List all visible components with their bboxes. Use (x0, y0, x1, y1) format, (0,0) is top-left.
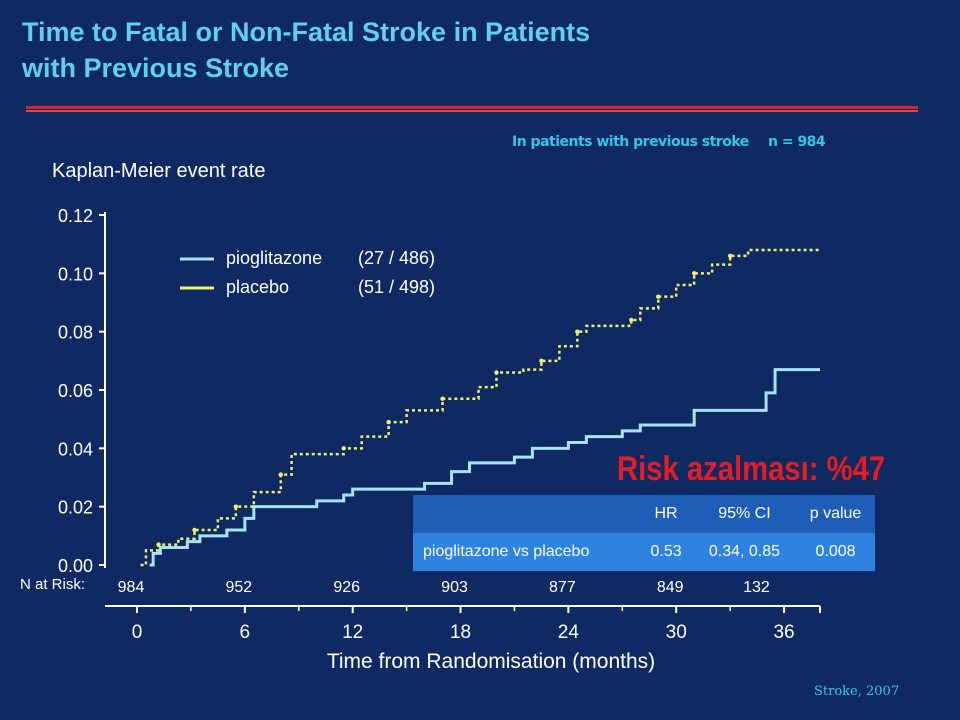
placebo-censor-mark (539, 358, 544, 364)
n-at-risk-value: 132 (743, 579, 770, 596)
x-axis-label: Time from Randomisation (months) (326, 650, 656, 673)
legend-label-pioglitazone: pioglitazone (226, 248, 322, 268)
placebo-censor-mark (440, 396, 445, 401)
y-axis-label: Kaplan-Meier event rate (52, 160, 266, 182)
n-at-risk-values: 984 952 926 903 877 849 132 (118, 579, 770, 596)
y-tick-label: 0.06 (58, 381, 93, 401)
n-at-risk-value: 903 (441, 579, 468, 596)
n-at-risk-label: N at Risk: (20, 576, 86, 593)
title-line-2: with Previous Stroke (22, 53, 290, 83)
placebo-line (140, 248, 820, 567)
placebo-censor-mark (192, 527, 197, 533)
hazard-ratio-table: HR 95% CI p value pioglitazone vs placeb… (413, 495, 875, 571)
placebo-censor-mark (156, 542, 161, 547)
n-at-risk-value: 952 (225, 579, 252, 596)
placebo-censor-mark (656, 294, 661, 299)
title-divider-secondary (26, 110, 918, 112)
y-tick-label: 0.04 (58, 439, 93, 459)
x-tick-label: 24 (558, 622, 580, 643)
pvalue-cell: 0.008 (815, 543, 856, 560)
comparison-cell: pioglitazone vs placebo (423, 543, 590, 560)
table-header-pvalue: p value (809, 505, 862, 522)
y-tick-label: 0.00 (58, 556, 93, 576)
x-tick-label: 6 (240, 622, 251, 643)
n-at-risk-value: 926 (333, 579, 360, 596)
table-header-row: HR 95% CI p value (413, 495, 875, 533)
placebo-censor-mark (278, 472, 283, 477)
placebo-censor-mark (386, 419, 391, 425)
y-tick-label: 0.08 (58, 323, 93, 343)
ci-cell: 0.34, 0.85 (708, 543, 781, 560)
x-tick-label: 12 (342, 622, 363, 643)
placebo-censor-mark (629, 317, 634, 323)
subset-note: In patients with previous stroke (512, 134, 749, 150)
chart-legend: pioglitazone (27 / 486) placebo (51 / 498) (180, 248, 435, 297)
table-header-cell (413, 495, 639, 533)
placebo-censor-mark (233, 504, 239, 509)
n-at-risk-value: 849 (657, 579, 684, 596)
placebo-censor-mark (341, 446, 346, 451)
y-tick-label: 0.12 (58, 206, 93, 226)
placebo-censor-mark (494, 370, 499, 375)
table-header-hr: HR (654, 505, 678, 522)
n-at-risk-value: 877 (549, 579, 576, 596)
x-tick-label: 0 (132, 622, 143, 643)
title-divider (26, 106, 918, 109)
y-tick-label: 0.10 (58, 264, 93, 284)
legend-events-pioglitazone: (27 / 486) (358, 248, 435, 268)
hr-cell: 0.53 (650, 543, 682, 560)
subset-n: n = 984 (768, 134, 826, 150)
x-tick-label: 30 (666, 622, 687, 643)
risk-reduction-label: Risk azalması: %47 (617, 450, 886, 488)
table-header-ci: 95% CI (718, 505, 771, 522)
title-line-1: Time to Fatal or Non-Fatal Stroke in Pat… (22, 17, 591, 47)
slide-title: Time to Fatal or Non-Fatal Stroke in Pat… (22, 14, 902, 86)
legend-events-placebo: (51 / 498) (358, 277, 435, 297)
n-at-risk-value: 984 (118, 579, 145, 596)
placebo-censor-mark (727, 253, 733, 259)
chart-series (140, 248, 820, 567)
table-row: pioglitazone vs placebo 0.53 0.34, 0.85 … (413, 533, 875, 571)
y-tick-label: 0.02 (58, 498, 93, 518)
x-tick-label: 36 (773, 622, 794, 643)
source-citation: Stroke, 2007 (814, 684, 900, 699)
x-tick-label: 18 (450, 622, 471, 643)
pioglitazone-line (149, 368, 820, 567)
placebo-censor-mark (575, 329, 580, 334)
legend-label-placebo: placebo (226, 277, 289, 297)
placebo-censor-mark (691, 271, 697, 276)
chart-axes: 0.00 0.02 0.04 0.06 0.08 0.10 0.12 0 6 12 18 24 30 36 (58, 206, 821, 643)
